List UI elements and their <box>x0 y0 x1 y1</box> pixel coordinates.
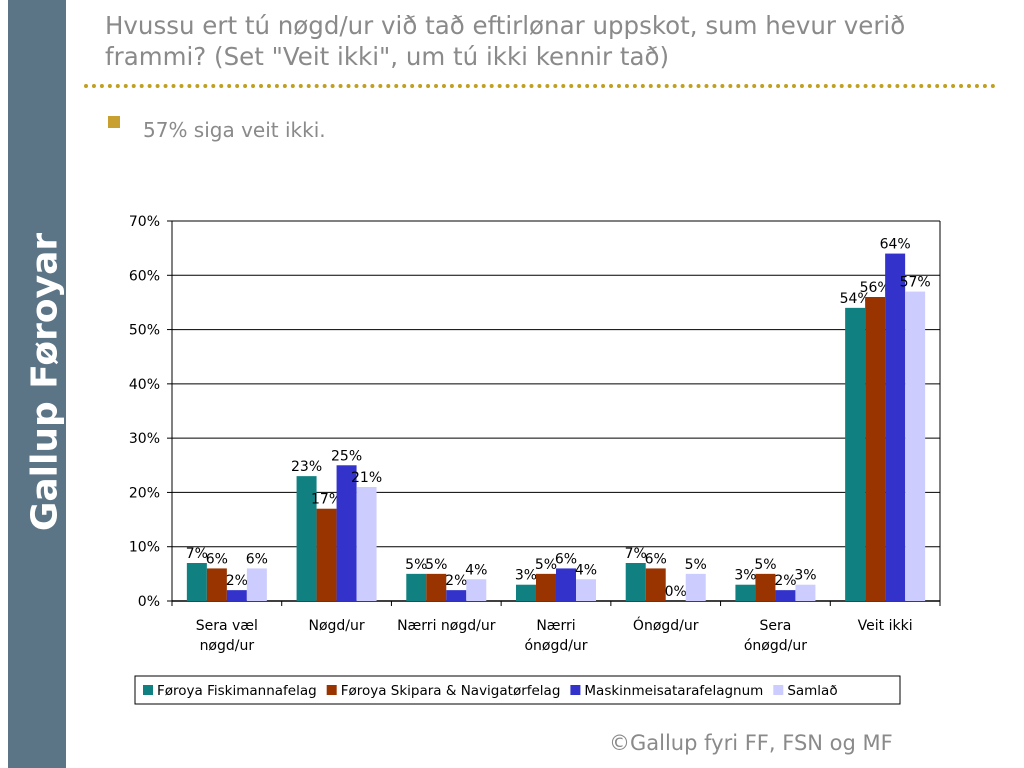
x-category-label: Ónøgd/ur <box>633 616 699 634</box>
x-category-label: ónøgd/ur <box>524 638 587 654</box>
bar <box>516 584 536 601</box>
bar <box>556 568 576 601</box>
bar <box>795 584 816 601</box>
bar-value-label: 25% <box>331 448 362 464</box>
legend-label: Maskinmeisatarafelagnum <box>584 683 763 699</box>
bar-value-label: 3% <box>794 568 816 584</box>
bar <box>206 568 227 601</box>
legend-swatch <box>326 685 337 695</box>
legend-swatch <box>773 685 784 695</box>
y-tick-label: 30% <box>129 431 160 447</box>
bar-value-label: 2% <box>445 573 467 589</box>
bar <box>296 476 317 601</box>
bar <box>845 307 866 601</box>
bar-value-label: 6% <box>246 551 268 567</box>
x-category-label: Nærri nøgd/ur <box>397 618 496 634</box>
bar <box>735 584 756 601</box>
bar <box>226 590 247 601</box>
x-category-label: nøgd/ur <box>200 638 255 654</box>
x-category-label: Veit ikki <box>858 618 913 634</box>
x-category-label: Nøgd/ur <box>308 618 364 634</box>
legend-label: Føroya Skipara & Navigatørfelag <box>341 683 561 699</box>
bar-value-label: 17% <box>311 492 342 508</box>
bar-value-label: 4% <box>465 562 487 578</box>
x-category-label: ónøgd/ur <box>744 638 807 654</box>
bar-value-label: 2% <box>774 573 796 589</box>
bar <box>905 291 926 601</box>
bar-value-label: 5% <box>685 557 707 573</box>
bar-value-label: 4% <box>575 562 597 578</box>
title-line-2: frammi? (Set "Veit ikki", um tú ikki ken… <box>105 42 670 71</box>
bar <box>466 579 487 601</box>
bar <box>316 508 337 601</box>
y-tick-label: 10% <box>129 540 160 556</box>
y-tick-label: 50% <box>129 323 160 339</box>
bar-value-label: 0% <box>665 584 687 600</box>
bar-value-label: 3% <box>515 568 537 584</box>
bar <box>685 573 706 601</box>
bar <box>246 568 267 601</box>
bar <box>336 465 357 601</box>
bar-value-label: 6% <box>645 551 667 567</box>
bar-value-label: 56% <box>860 280 891 296</box>
bar <box>426 573 447 601</box>
bullet-marker <box>108 116 120 128</box>
legend-box <box>134 675 901 705</box>
y-tick-label: 20% <box>129 485 160 501</box>
y-tick-label: 60% <box>129 268 160 284</box>
bar-value-label: 3% <box>734 568 756 584</box>
legend-label: Samlað <box>787 683 837 699</box>
bar-value-label: 5% <box>754 557 776 573</box>
title-divider <box>84 84 996 88</box>
bar <box>406 573 427 601</box>
legend-swatch <box>570 685 581 695</box>
bar-value-label: 5% <box>535 557 557 573</box>
bar-value-label: 21% <box>351 470 382 486</box>
x-category-label: Sera <box>760 618 792 634</box>
x-category-label: Nærri <box>536 618 575 634</box>
bar <box>755 573 776 601</box>
bullet-text: 57% siga veit ikki. <box>143 118 326 142</box>
legend-swatch <box>143 685 153 695</box>
bar <box>576 579 596 601</box>
sidebar-band: Gallup Føroyar <box>8 0 66 768</box>
bar <box>186 563 207 601</box>
bar <box>885 253 906 602</box>
y-tick-label: 70% <box>129 214 160 230</box>
bar <box>645 568 666 601</box>
bar-value-label: 7% <box>625 546 647 562</box>
bar <box>446 590 467 601</box>
bar-value-label: 2% <box>226 573 248 589</box>
bar <box>865 297 886 601</box>
x-category-label: Sera væl <box>196 618 258 634</box>
title-line-1: Hvussu ert tú nøgd/ur við tað eftirlønar… <box>105 11 906 40</box>
legend-label: Føroya Fiskimannafelag <box>157 683 317 699</box>
bar-value-label: 23% <box>291 459 322 475</box>
bar-value-label: 7% <box>186 546 208 562</box>
bar-value-label: 6% <box>206 551 228 567</box>
y-tick-label: 0% <box>138 594 160 610</box>
bar <box>625 563 646 601</box>
bar <box>775 590 796 601</box>
bar-value-label: 57% <box>900 275 931 291</box>
copyright-footer: ©Gallup fyri FF, FSN og MF <box>609 731 893 755</box>
page-title: Hvussu ert tú nøgd/ur við tað eftirlønar… <box>105 10 1005 72</box>
bar-value-label: 64% <box>880 237 911 253</box>
bar-value-label: 6% <box>555 551 577 567</box>
bar-value-label: 5% <box>425 557 447 573</box>
y-tick-label: 40% <box>129 377 160 393</box>
bar <box>356 487 377 601</box>
bar <box>536 573 556 601</box>
bar-value-label: 54% <box>840 291 871 307</box>
bar-value-label: 5% <box>405 557 427 573</box>
